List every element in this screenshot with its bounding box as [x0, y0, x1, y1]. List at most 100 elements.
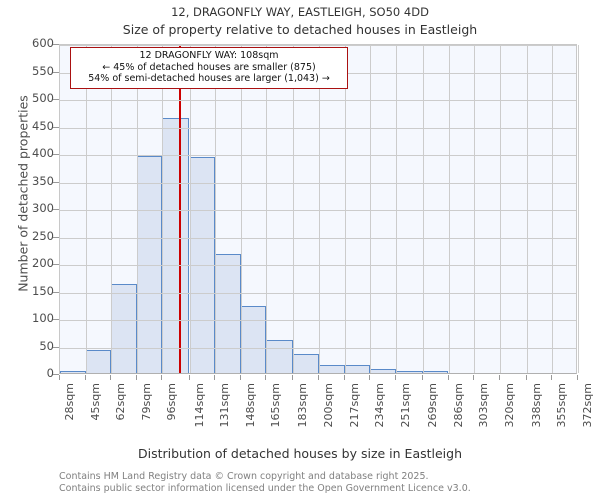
x-tick-mark [135, 375, 137, 380]
y-tick-mark [53, 319, 59, 320]
gridline-vertical [344, 45, 346, 373]
gridline-vertical [293, 45, 295, 373]
x-tick-mark [473, 375, 475, 380]
y-tick-label: 350 [32, 173, 54, 188]
x-tick-mark [498, 375, 500, 380]
property-size-marker-line [179, 45, 182, 373]
x-tick-mark [421, 375, 423, 380]
annotation-line-1: 12 DRAGONFLY WAY: 108sqm [139, 50, 279, 61]
y-tick-mark [53, 126, 59, 128]
x-tick-label: 165sqm [269, 383, 283, 428]
plot-area [59, 44, 579, 374]
gridline-vertical [370, 45, 372, 373]
x-tick-label: 286sqm [451, 383, 465, 428]
gridline-vertical [162, 45, 164, 373]
x-tick-label: 148sqm [243, 383, 257, 428]
y-tick-label: 200 [32, 256, 54, 270]
x-tick-label: 338sqm [529, 383, 543, 428]
x-tick-mark [292, 375, 294, 380]
histogram-bar [111, 284, 137, 373]
y-tick-label: 100 [32, 311, 54, 325]
gridline-vertical [578, 45, 579, 373]
gridline-horizontal [60, 265, 576, 266]
gridline-vertical [552, 45, 554, 373]
gridline-vertical [111, 45, 113, 373]
x-tick-mark [318, 375, 319, 380]
gridline-vertical [499, 45, 501, 373]
y-tick-label: 500 [32, 91, 54, 105]
x-tick-mark [239, 375, 241, 380]
y-tick-mark [53, 181, 59, 183]
gridline-horizontal [60, 320, 576, 321]
gridline-vertical [319, 45, 320, 373]
footer-line-2: Contains public sector information licen… [59, 482, 471, 494]
x-axis-title: Distribution of detached houses by size … [137, 446, 463, 461]
x-tick-label: 96sqm [165, 383, 179, 421]
gridline-vertical [526, 45, 528, 373]
chart-title-block: 12, DRAGONFLY WAY, EASTLEIGH, SO50 4DD S… [0, 0, 600, 38]
x-tick-mark [525, 375, 527, 380]
page-title: 12, DRAGONFLY WAY, EASTLEIGH, SO50 4DD [171, 5, 429, 19]
y-tick-mark [53, 154, 59, 155]
x-tick-mark [369, 375, 371, 380]
x-tick-mark [188, 375, 190, 380]
x-tick-label: 269sqm [425, 383, 439, 428]
gridline-horizontal [60, 237, 576, 239]
y-tick-mark [53, 374, 59, 375]
gridline-vertical [448, 45, 450, 373]
x-tick-label: 251sqm [398, 383, 412, 428]
y-tick-mark [53, 291, 59, 293]
y-tick-mark [53, 99, 59, 100]
gridline-vertical [395, 45, 397, 373]
gridline-horizontal [60, 155, 576, 156]
y-tick-label: 550 [32, 63, 54, 78]
y-tick-label: 150 [32, 283, 54, 298]
annotation-line-3: 54% of semi-detached houses are larger (… [88, 73, 330, 84]
x-tick-label: 355sqm [555, 383, 569, 428]
x-tick-mark [447, 375, 449, 380]
histogram-bar [162, 117, 190, 373]
x-tick-label: 234sqm [373, 383, 387, 428]
y-tick-mark [53, 209, 59, 210]
x-tick-label: 200sqm [322, 383, 335, 428]
x-tick-mark [577, 375, 578, 380]
x-tick-mark [551, 375, 553, 380]
histogram-bar [60, 371, 86, 373]
y-tick-label: 250 [32, 228, 54, 243]
gridline-horizontal [60, 347, 576, 349]
x-tick-label: 183sqm [296, 383, 310, 428]
x-tick-label: 303sqm [477, 383, 491, 428]
gridline-vertical [136, 45, 138, 373]
gridline-horizontal [60, 210, 576, 211]
x-tick-label: 45sqm [88, 383, 102, 421]
y-tick-mark [53, 44, 59, 45]
chart-subtitle: Size of property relative to detached ho… [122, 22, 478, 37]
y-tick-mark [53, 71, 59, 73]
gridline-horizontal [60, 45, 576, 46]
gridline-horizontal [60, 100, 576, 101]
x-tick-mark [161, 375, 163, 380]
gridline-horizontal [60, 182, 576, 184]
y-tick-label: 450 [32, 118, 54, 133]
x-tick-mark [394, 375, 396, 380]
property-annotation-box: 12 DRAGONFLY WAY: 108sqm ← 45% of detach… [70, 47, 348, 89]
gridline-vertical [422, 45, 424, 373]
histogram-bar [266, 340, 294, 373]
footer-line-1: Contains HM Land Registry data © Crown c… [59, 471, 429, 482]
property-marker-layer [60, 45, 576, 373]
y-tick-mark [53, 264, 59, 265]
annotation-line-2: ← 45% of detached houses are smaller (87… [102, 61, 316, 73]
x-tick-label: 372sqm [581, 383, 594, 428]
gridline-vertical [240, 45, 242, 373]
y-tick-label: 400 [32, 146, 54, 160]
gridline-vertical [266, 45, 268, 373]
x-tick-mark [84, 375, 86, 380]
gridline-horizontal [60, 292, 576, 294]
y-tick-label: 50 [39, 338, 54, 353]
y-tick-label: 300 [32, 201, 54, 215]
y-tick-mark [53, 346, 59, 348]
x-tick-label: 62sqm [114, 383, 128, 421]
x-tick-label: 114sqm [192, 383, 206, 428]
x-tick-mark [214, 375, 216, 380]
